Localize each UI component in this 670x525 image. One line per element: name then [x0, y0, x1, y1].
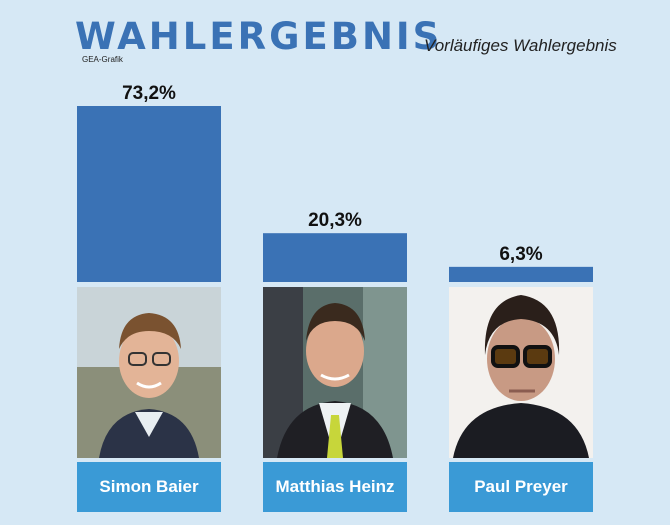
candidate-photo-simon-baier [77, 287, 221, 458]
source-label: GEA-Grafik [82, 55, 123, 64]
portrait-photo-icon [263, 287, 407, 458]
chart-subtitle: Vorläufiges Wahlergebnis [424, 36, 617, 55]
bar-matthias-heinz [263, 233, 407, 282]
chart-title: WAHLERGEBNIS [75, 15, 443, 58]
value-label-paul-preyer: 6,3% [499, 244, 542, 265]
candidate-name-simon-baier: Simon Baier [77, 462, 221, 512]
bar-simon-baier [77, 106, 221, 282]
value-label-simon-baier: 73,2% [122, 83, 176, 104]
candidate-name-matthias-heinz: Matthias Heinz [263, 462, 407, 512]
portrait-photo-icon [449, 287, 593, 458]
bar-paul-preyer [449, 266, 593, 282]
candidate-name-paul-preyer: Paul Preyer [449, 462, 593, 512]
value-label-matthias-heinz: 20,3% [308, 210, 362, 231]
candidate-photo-paul-preyer [449, 287, 593, 458]
portrait-photo-icon [77, 287, 221, 458]
candidate-photo-matthias-heinz [263, 287, 407, 458]
